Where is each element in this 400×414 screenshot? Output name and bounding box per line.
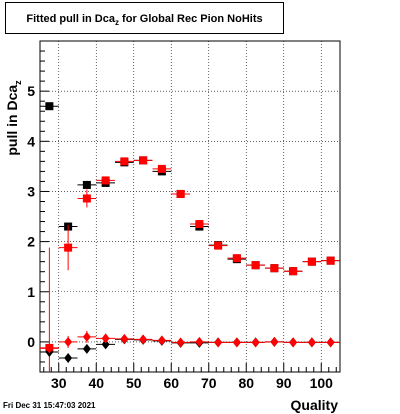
series-3 bbox=[40, 330, 340, 354]
data-point bbox=[139, 334, 148, 345]
data-point bbox=[270, 264, 279, 273]
x-tick-label: 100 bbox=[310, 375, 334, 391]
data-point bbox=[64, 336, 73, 347]
plot-frame bbox=[39, 40, 341, 373]
data-point bbox=[214, 337, 223, 348]
x-tick-label: 30 bbox=[51, 375, 67, 391]
title-suffix: for Global Rec Pion NoHits bbox=[119, 13, 263, 25]
data-point bbox=[101, 339, 110, 350]
y-tick-label: 5 bbox=[27, 83, 35, 99]
y-tick-label: 0 bbox=[27, 334, 35, 350]
data-point bbox=[64, 243, 73, 252]
data-point bbox=[157, 335, 166, 346]
data-point bbox=[251, 261, 260, 270]
data-point bbox=[82, 343, 91, 354]
data-point bbox=[289, 337, 298, 348]
data-point bbox=[120, 157, 129, 166]
axis-ticks bbox=[40, 50, 337, 372]
data-point bbox=[307, 257, 316, 266]
data-point bbox=[82, 194, 91, 203]
data-point bbox=[139, 156, 148, 165]
data-point bbox=[82, 331, 91, 342]
data-point bbox=[326, 337, 335, 348]
y-tick-label: 2 bbox=[27, 234, 35, 250]
x-tick-label: 90 bbox=[276, 375, 292, 391]
title-subscript: z bbox=[115, 18, 119, 28]
data-point bbox=[101, 333, 110, 344]
data-point bbox=[195, 220, 204, 229]
x-tick-label: 50 bbox=[126, 375, 142, 391]
chart-title: Fitted pull in Dcaz for Global Rec Pion … bbox=[5, 2, 284, 34]
data-point bbox=[307, 337, 316, 348]
y-tick-label: 4 bbox=[27, 133, 35, 149]
data-point bbox=[232, 254, 241, 263]
data-series bbox=[40, 102, 340, 372]
data-point bbox=[214, 241, 223, 250]
y-tick-label: 1 bbox=[27, 284, 35, 300]
data-point bbox=[157, 164, 166, 173]
data-point bbox=[289, 267, 298, 276]
data-point bbox=[45, 343, 54, 354]
y-axis-label: pull in Dcaz bbox=[4, 80, 23, 156]
data-point bbox=[251, 337, 260, 348]
footer-date: Fri Dec 31 15:47:03 2021 bbox=[3, 401, 96, 410]
data-point bbox=[176, 337, 185, 348]
data-point bbox=[176, 189, 185, 198]
title-prefix: Fitted pull in Dca bbox=[26, 13, 115, 25]
y-tick-label: 3 bbox=[27, 183, 35, 199]
data-point bbox=[270, 336, 279, 347]
data-point bbox=[232, 337, 241, 348]
data-point bbox=[64, 352, 73, 363]
data-point bbox=[82, 180, 91, 189]
x-tick-labels: 30 40 50 60 70 80 90 100 bbox=[51, 375, 333, 391]
y-tick-labels: 0 1 2 3 4 5 bbox=[27, 83, 35, 350]
data-point bbox=[195, 336, 204, 347]
y-axis-label-subscript: z bbox=[13, 80, 23, 85]
data-point bbox=[45, 102, 54, 111]
x-tick-label: 60 bbox=[163, 375, 179, 391]
data-point bbox=[101, 176, 110, 185]
x-tick-label: 40 bbox=[88, 375, 104, 391]
y-axis-label-main: pull in Dca bbox=[4, 85, 20, 156]
x-tick-label: 80 bbox=[238, 375, 254, 391]
data-point bbox=[120, 333, 129, 344]
x-axis-label: Quality bbox=[291, 397, 339, 413]
x-tick-label: 70 bbox=[201, 375, 217, 391]
data-point bbox=[326, 256, 335, 265]
